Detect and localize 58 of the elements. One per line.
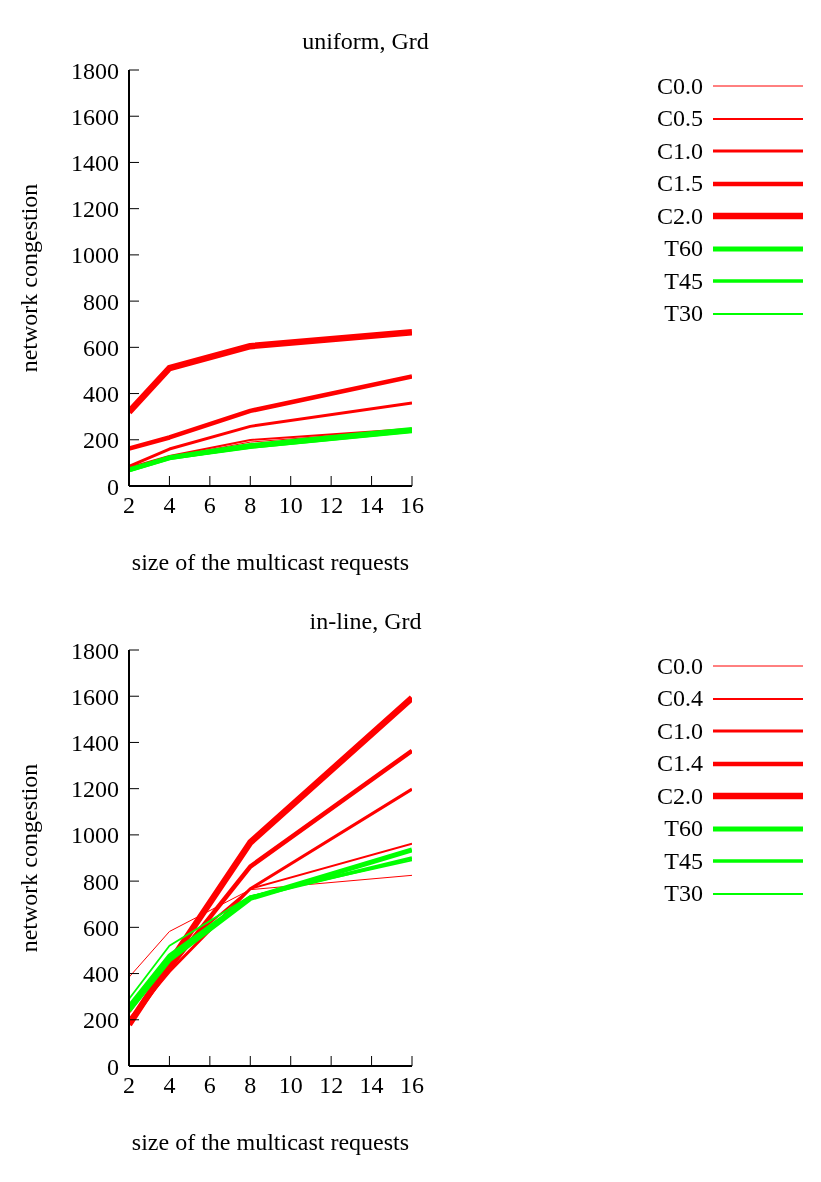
legend-label: C1.4 [656, 750, 703, 778]
x-tick-label: 2 [123, 492, 135, 519]
y-axis-title: network congestion [15, 763, 42, 953]
y-tick-label: 1200 [71, 196, 119, 223]
y-tick-label: 400 [83, 961, 119, 988]
x-tick-label: 10 [278, 1072, 303, 1099]
y-tick-label: 800 [83, 868, 119, 895]
x-tick-label: 16 [400, 1072, 424, 1099]
x-tick-label: 12 [319, 492, 344, 519]
x-tick-label: 14 [359, 492, 384, 519]
y-tick-label: 1400 [71, 149, 119, 176]
legend-label: T45 [663, 847, 703, 875]
legend-label: C0.5 [656, 105, 703, 133]
x-tick-label: 6 [203, 492, 216, 519]
legend-label: T60 [663, 235, 703, 263]
x-tick-label: 4 [163, 492, 176, 519]
x-axis-title: size of the multicast requests [131, 1129, 410, 1155]
y-tick-label: 600 [83, 334, 119, 361]
y-tick-label: 1000 [71, 822, 119, 849]
chart-title: uniform, Grd [301, 28, 430, 55]
legend-label: T30 [663, 300, 703, 328]
x-axis-title: size of the multicast requests [131, 549, 410, 575]
x-tick-label: 14 [359, 1072, 384, 1099]
y-tick-label: 0 [107, 473, 119, 500]
legend-label: C0.0 [656, 72, 703, 100]
x-tick-label: 4 [163, 1072, 176, 1099]
x-tick-label: 16 [400, 492, 424, 519]
legend-label: T60 [663, 815, 703, 843]
x-tick-label: 6 [203, 1072, 216, 1099]
legend-label: T30 [663, 880, 703, 908]
x-tick-label: 10 [278, 492, 303, 519]
legend-label: C1.5 [656, 170, 703, 198]
legend-label: C2.0 [656, 202, 703, 230]
legend-label: C0.0 [656, 652, 703, 680]
legend-label: C1.0 [656, 717, 703, 745]
y-tick-label: 1800 [71, 637, 119, 664]
y-tick-label: 1200 [71, 776, 119, 803]
y-axis-title: network congestion [15, 183, 42, 373]
y-tick-label: 0 [107, 1053, 119, 1080]
x-tick-label: 8 [244, 1072, 257, 1099]
y-tick-label: 200 [83, 427, 119, 454]
y-tick-label: 400 [83, 381, 119, 408]
y-tick-label: 600 [83, 914, 119, 941]
y-tick-label: 1000 [71, 242, 119, 269]
x-tick-label: 8 [244, 492, 257, 519]
y-tick-label: 800 [83, 288, 119, 315]
y-tick-label: 200 [83, 1007, 119, 1034]
y-tick-label: 1400 [71, 729, 119, 756]
y-tick-label: 1600 [71, 103, 119, 130]
legend-label: C0.4 [656, 685, 703, 713]
x-tick-label: 12 [319, 1072, 344, 1099]
legend-label: C2.0 [656, 782, 703, 810]
chart-title: in-line, Grd [308, 608, 423, 635]
legend-label: C1.0 [656, 137, 703, 165]
y-tick-label: 1800 [71, 57, 119, 84]
legend-label: T45 [663, 267, 703, 295]
x-tick-label: 2 [123, 1072, 135, 1099]
y-tick-label: 1600 [71, 683, 119, 710]
